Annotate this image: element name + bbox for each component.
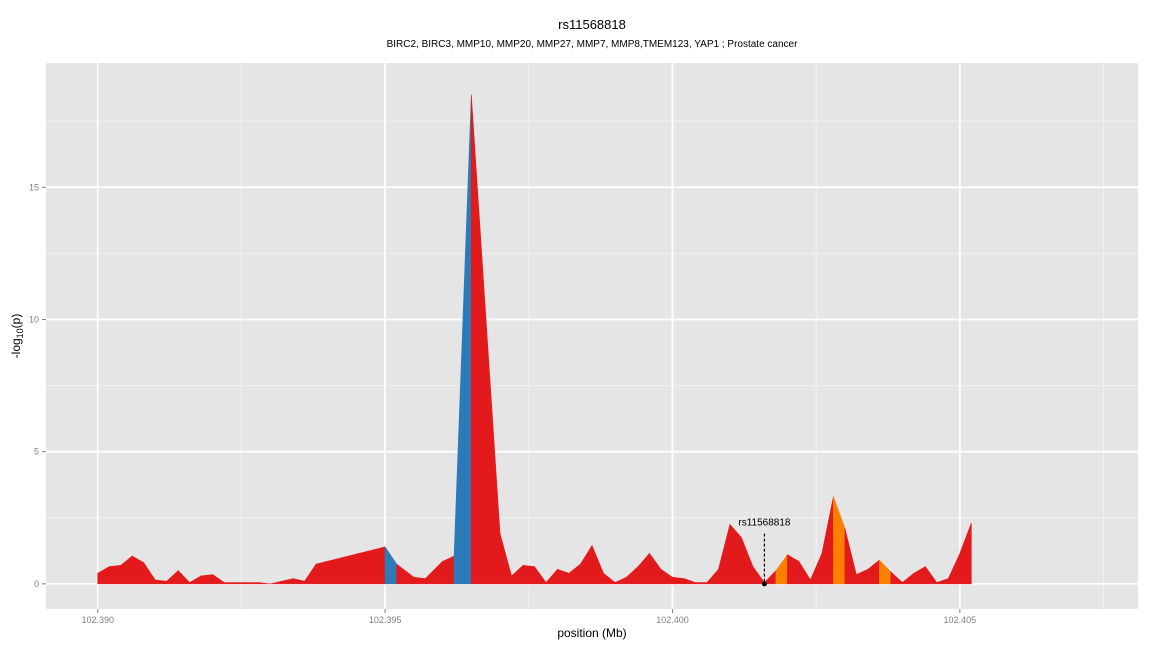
annotation-point [761,581,767,587]
y-tick-label: 15 [29,182,39,192]
x-axis-ticks: 102.390 102.395 102.400 102.405 [81,609,976,625]
y-tick-label: 5 [34,447,39,457]
x-tick-label: 102.400 [656,615,689,625]
y-axis-label-prefix: -log [9,338,23,358]
grid-minor [46,63,1138,609]
x-tick-label: 102.390 [81,615,114,625]
area-layer [97,94,972,585]
area-segment-red [258,582,271,585]
y-axis-label: -log10(p) [9,314,25,359]
area-segment-red [522,565,535,585]
annotation-layer: rs11568818 [738,518,791,587]
chart-subtitle: BIRC2, BIRC3, MMP10, MMP20, MMP27, MMP7,… [387,39,799,50]
chart-title: rs11568818 [558,17,626,32]
x-tick-label: 102.405 [944,615,977,625]
x-axis-label: position (Mb) [557,626,626,640]
area-segment-red [413,576,426,585]
y-tick-label: 10 [29,314,39,324]
annotation-label: rs11568818 [738,518,791,529]
area-segment-red [672,576,685,585]
y-axis-label-suffix: (p) [9,314,23,329]
area-segment-red [959,522,972,585]
plot-panel [46,63,1138,609]
area-segment-red [200,574,213,585]
y-axis-label-subscript: 10 [15,328,25,338]
area-segment-red [108,565,122,585]
x-tick-label: 102.395 [369,615,402,625]
y-axis-ticks: 0 5 10 15 [29,182,46,589]
area-segment-red [695,582,708,585]
area-segment-red [223,582,236,585]
area-segment-red [235,582,259,585]
y-tick-label: 0 [34,579,39,589]
